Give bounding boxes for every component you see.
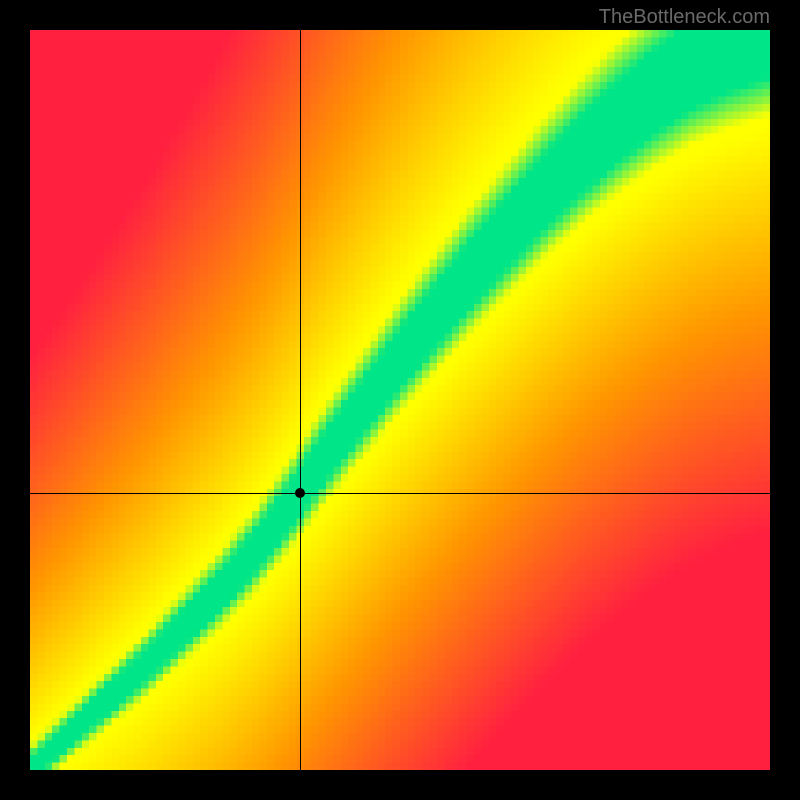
crosshair-horizontal [30, 493, 770, 494]
crosshair-marker [295, 488, 305, 498]
heatmap-plot [30, 30, 770, 770]
crosshair-vertical [300, 30, 301, 770]
heatmap-canvas [30, 30, 770, 770]
watermark-text: TheBottleneck.com [599, 6, 770, 29]
